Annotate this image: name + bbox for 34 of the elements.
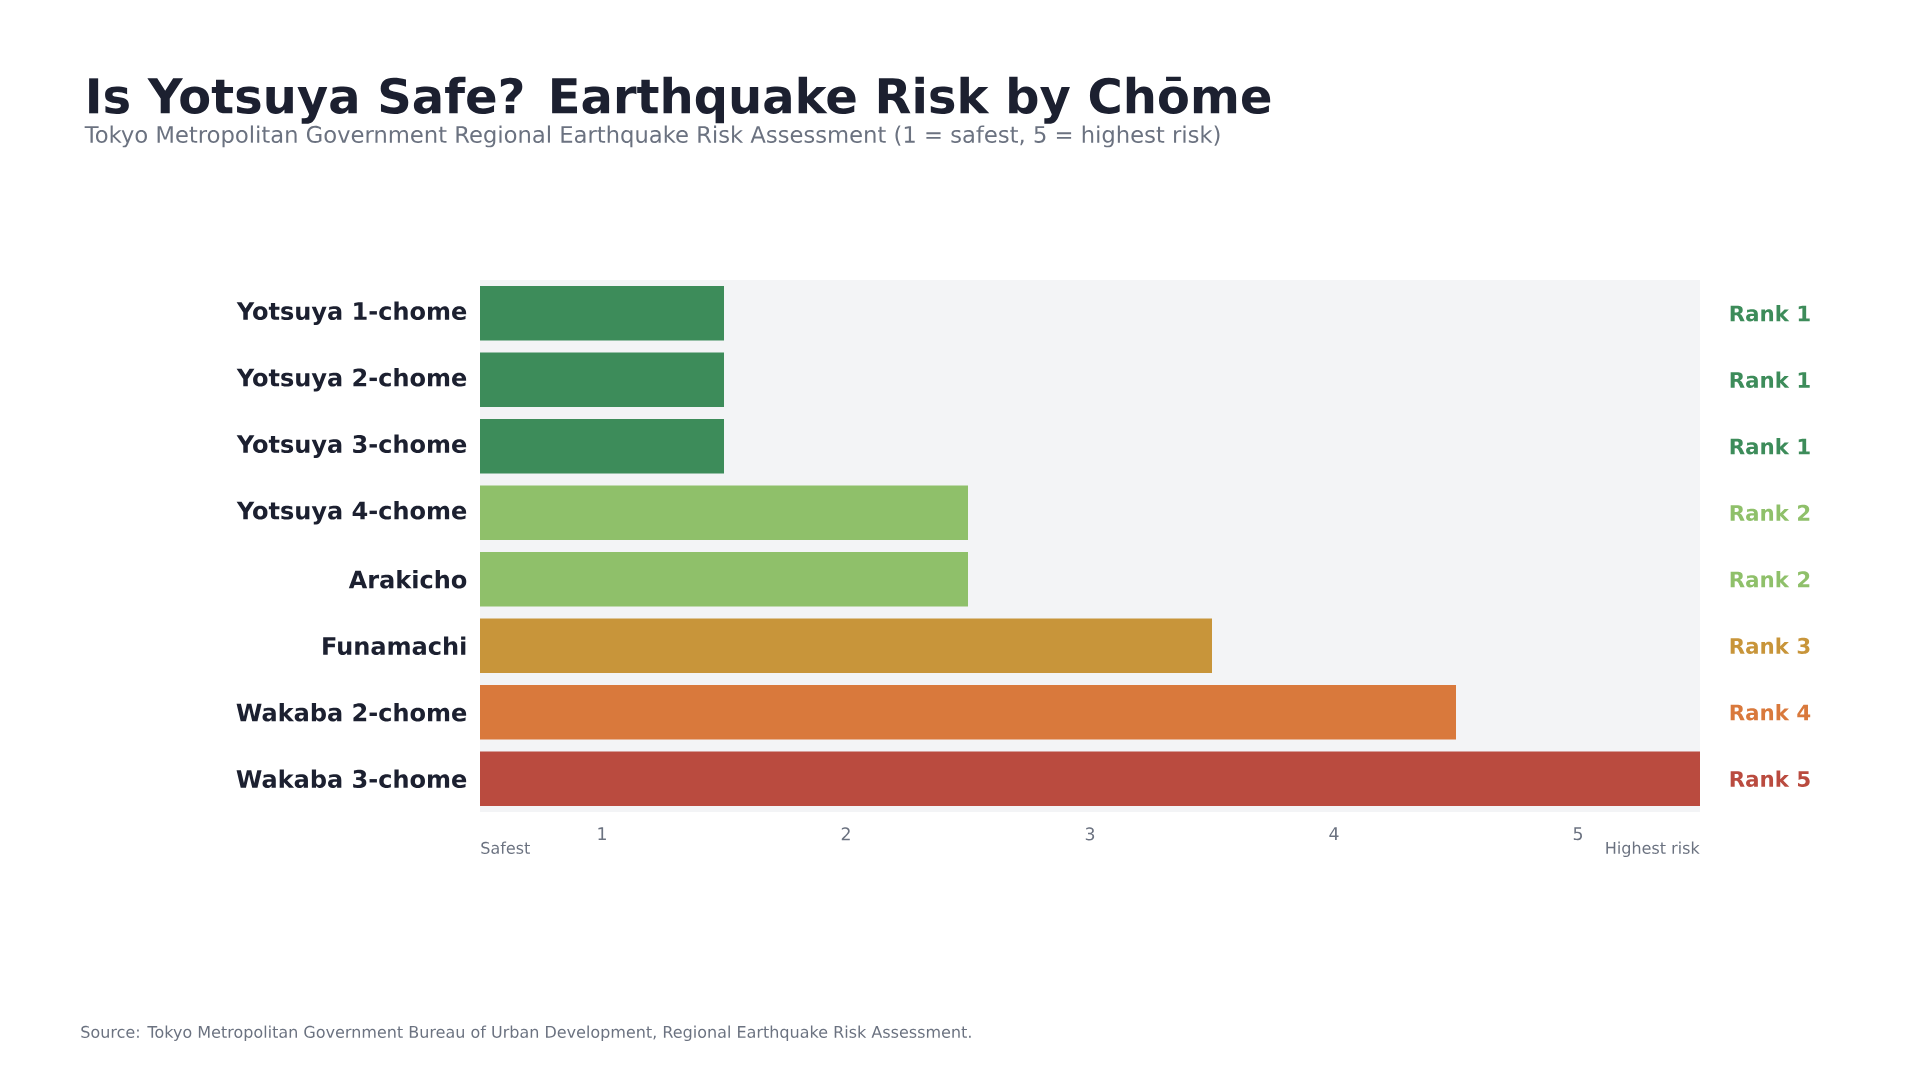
x-tick-label: 1 (598, 827, 606, 840)
y-tick-label: Yotsuya 2-chome (236, 368, 467, 392)
x-tick-label: 4 (1329, 827, 1339, 840)
chart-title: Is Yotsuya Safe? Earthquake Risk by Chōme (89, 76, 1271, 124)
y-tick-label: Wakaba 3-chome (236, 769, 467, 789)
x-tick-label: 3 (1085, 827, 1095, 841)
y-tick-label: Yotsuya 4-chome (236, 501, 467, 525)
data-label: Rank 4 (1730, 703, 1811, 721)
data-label: Rank 1 (1730, 437, 1810, 455)
bar (480, 352, 724, 408)
x-tick-label: 2 (841, 827, 850, 841)
bar (480, 618, 1212, 674)
data-label: Rank 1 (1730, 371, 1810, 388)
bar (480, 285, 724, 341)
y-tick-label: Yotsuya 1-chome (236, 301, 467, 325)
text: Highest risk (1606, 841, 1700, 858)
y-tick-label: Funamachi (323, 636, 466, 656)
data-label: Rank 3 (1730, 637, 1810, 654)
bar (480, 485, 969, 541)
bar (480, 684, 1456, 740)
source-note: Source: Tokyo Metropolitan Government Bureau of Urban Development, Regional Earthquake Risk Assessment. (81, 1025, 971, 1042)
y-tick-label: Arakicho (348, 569, 467, 589)
data-label: Rank 5 (1730, 770, 1810, 787)
chart-subtitle: Tokyo Metropolitan Government Regional Earthquake Risk Assessment (1 = safest, 5 = highest risk) (84, 125, 1220, 148)
data-label: Rank 2 (1730, 570, 1810, 588)
bar (480, 551, 969, 607)
y-tick-label: Yotsuya 3-chome (236, 434, 467, 458)
text: Safest (481, 841, 530, 854)
data-label: Rank 2 (1730, 504, 1810, 521)
x-tick-label: 5 (1573, 827, 1582, 841)
data-label: Rank 1 (1730, 304, 1810, 322)
y-tick-label: Wakaba 2-chome (236, 702, 467, 722)
bar (480, 418, 724, 474)
bar (480, 751, 1700, 806)
